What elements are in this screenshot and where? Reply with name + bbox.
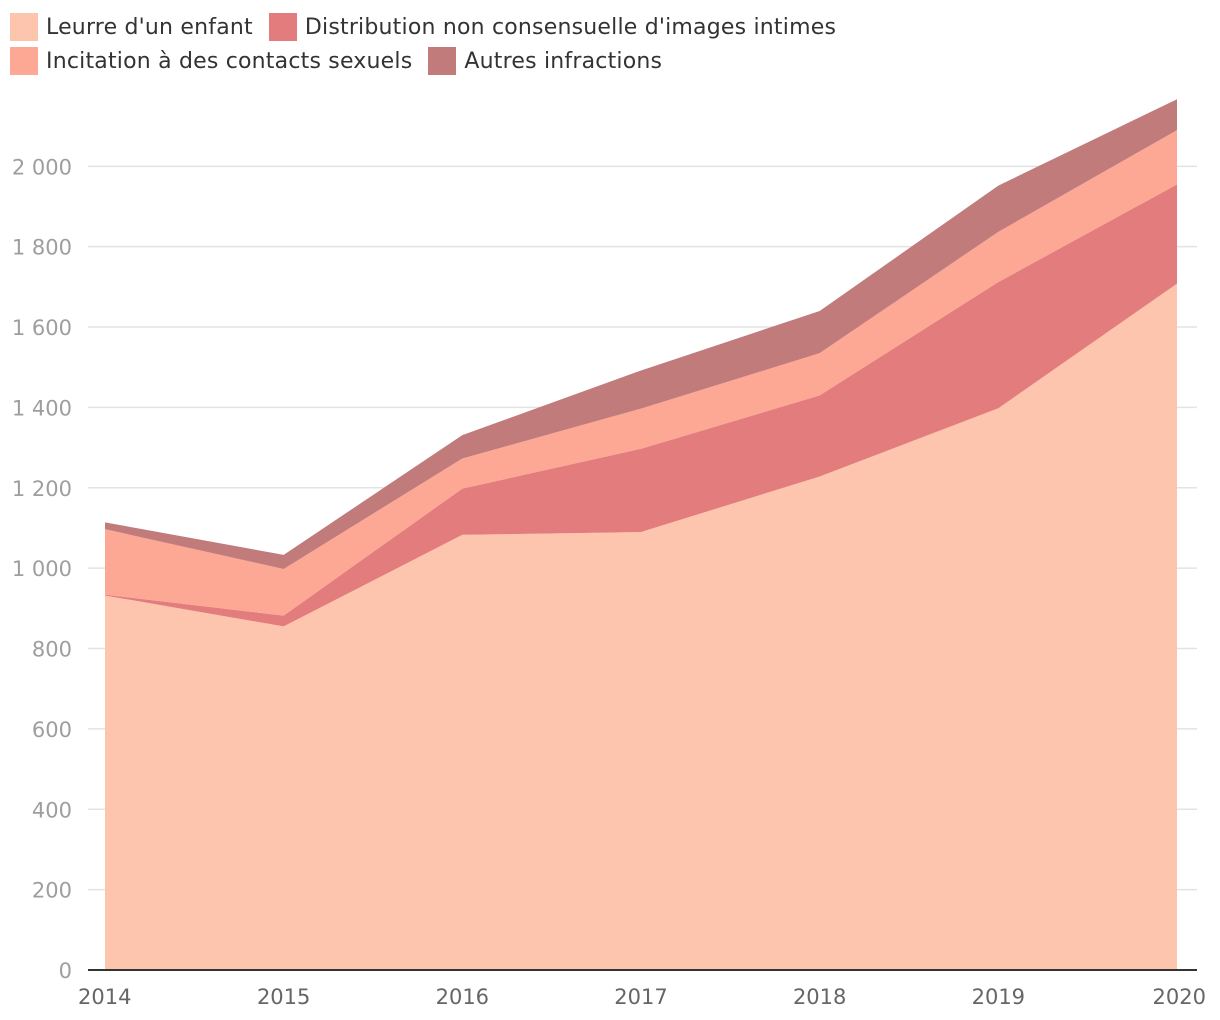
y-tick-label: 2 000 [12, 155, 72, 179]
y-tick-label: 1 600 [12, 316, 72, 340]
legend-swatch-leurre [10, 13, 38, 41]
legend-item-leurre[interactable]: Leurre d'un enfant [10, 13, 253, 41]
y-tick-label: 800 [32, 638, 72, 662]
legend-item-distribution[interactable]: Distribution non consensuelle d'images i… [268, 13, 837, 41]
legend-row: Leurre d'un enfant Distribution non cons… [10, 10, 1200, 44]
legend-label-leurre: Leurre d'un enfant [46, 14, 253, 40]
legend-label-distribution: Distribution non consensuelle d'images i… [304, 14, 837, 40]
legend-label-incitation: Incitation à des contacts sexuels [46, 48, 413, 74]
x-axis: 2014 2015 2016 2017 2018 2019 2020 [78, 985, 1206, 1009]
y-tick-label: 1 800 [12, 236, 72, 260]
legend-swatch-distribution [268, 13, 297, 41]
y-tick-label: 600 [32, 718, 72, 742]
legend-item-incitation[interactable]: Incitation à des contacts sexuels [10, 47, 412, 75]
x-tick-label: 2019 [972, 985, 1025, 1009]
legend-swatch-incitation [10, 47, 38, 75]
y-tick-label: 0 [59, 959, 72, 983]
area-series-1 [105, 184, 1177, 627]
x-tick-label: 2015 [257, 985, 310, 1009]
x-tick-label: 2020 [1153, 985, 1206, 1009]
legend-item-autres[interactable]: Autres infractions [428, 47, 662, 75]
y-tick-label: 1 200 [12, 477, 72, 501]
y-tick-label: 400 [32, 798, 72, 822]
area-series-0 [105, 283, 1177, 970]
x-tick-label: 2016 [436, 985, 489, 1009]
area-series-2 [105, 130, 1177, 616]
y-tick-label: 1 000 [12, 557, 72, 581]
x-tick-label: 2014 [78, 985, 131, 1009]
legend-swatch-autres [428, 47, 457, 75]
legend-label-autres: Autres infractions [464, 48, 663, 74]
legend-row: Incitation à des contacts sexuels Autres… [10, 44, 1200, 78]
y-tick-label: 1 400 [12, 396, 72, 420]
legend: Leurre d'un enfant Distribution non cons… [10, 10, 1200, 78]
x-tick-label: 2018 [793, 985, 846, 1009]
y-tick-label: 200 [32, 879, 72, 903]
x-tick-label: 2017 [614, 985, 667, 1009]
area-series [105, 99, 1177, 970]
y-axis: 0 200 400 600 800 1 000 1 200 1 400 1 600 1 800 2 … [12, 155, 72, 983]
